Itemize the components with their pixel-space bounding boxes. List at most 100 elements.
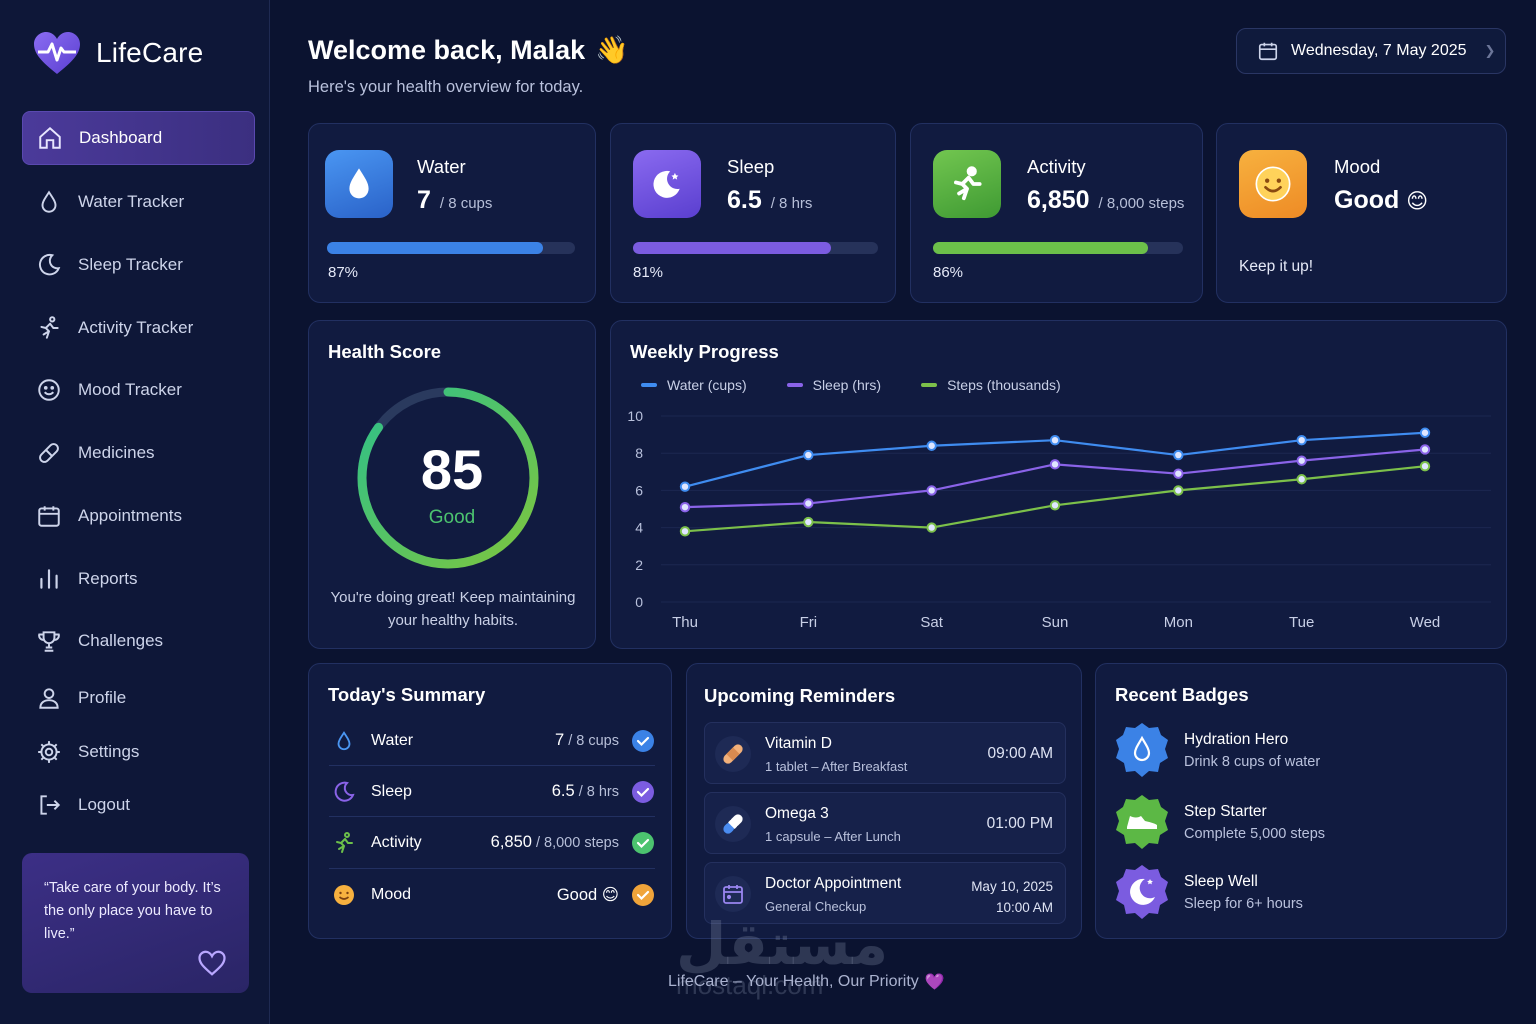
date-picker[interactable]: Wednesday, 7 May 2025 ❯	[1236, 28, 1506, 74]
check-icon	[632, 883, 654, 906]
x-tick-label: Wed	[1410, 614, 1441, 631]
gear-icon	[38, 741, 60, 763]
badge-item[interactable]: Hydration Hero Drink 8 cups of water	[1114, 721, 1320, 779]
moon-icon	[329, 780, 359, 804]
card-title: Weekly Progress	[630, 341, 779, 362]
sidebar-item-label: Sleep Tracker	[78, 255, 183, 274]
reminder-item[interactable]: Doctor Appointment General Checkup May 1…	[704, 862, 1066, 924]
sidebar-item-dashboard[interactable]: Dashboard	[22, 111, 255, 165]
stat-label: Activity	[1027, 156, 1086, 177]
sidebar-item-challenges[interactable]: Challenges	[22, 614, 255, 668]
data-point	[926, 522, 937, 533]
badge-item[interactable]: Sleep Well Sleep for 6+ hours	[1114, 863, 1303, 921]
health-score-ring	[357, 387, 539, 569]
activity-card[interactable]: Activity 6,850 / 8,000 steps 86%	[910, 123, 1203, 303]
data-point	[1049, 459, 1061, 470]
sidebar-item-activity-tracker[interactable]: Activity Tracker	[22, 301, 255, 355]
sidebar-item-reports[interactable]: Reports	[22, 552, 255, 606]
calendar-icon	[38, 506, 60, 527]
health-score-arc	[357, 387, 539, 569]
stat-percent: 81%	[633, 264, 664, 281]
data-point	[803, 498, 814, 509]
smile-icon	[1239, 150, 1307, 218]
x-tick-label: Thu	[672, 614, 698, 631]
mood-note: Keep it up!	[1239, 258, 1314, 275]
x-tick-label: Sun	[1042, 614, 1069, 631]
weekly-progress-card: Weekly Progress Water (cups) Sleep (hrs)…	[610, 320, 1507, 649]
legend-item-water[interactable]: Water (cups)	[641, 377, 747, 393]
data-point	[926, 485, 937, 496]
reminder-item[interactable]: Vitamin D 1 tablet – After Breakfast 09:…	[704, 722, 1066, 784]
card-title: Today's Summary	[328, 684, 486, 705]
check-icon	[632, 780, 654, 803]
stat-label: Mood	[1334, 156, 1381, 177]
pill-icon	[39, 443, 59, 463]
sleep-badge-icon	[1116, 865, 1168, 919]
weekly-line-chart: 0 2 4 6 8 10 Thu Fri Sat Sun Mon Tue Wed	[627, 408, 1491, 631]
summary-row-water[interactable]: Water 7 / 8 cups	[329, 715, 655, 766]
app-logo[interactable]: LifeCare	[32, 30, 203, 76]
calendar-icon	[715, 876, 751, 912]
sidebar-item-label: Water Tracker	[78, 192, 185, 211]
summary-row-sleep[interactable]: Sleep 6.5 / 8 hrs	[329, 766, 655, 817]
y-tick-label: 8	[635, 445, 643, 461]
sidebar-item-settings[interactable]: Settings	[22, 725, 255, 779]
card-title: Upcoming Reminders	[704, 685, 896, 706]
sidebar-item-medicines[interactable]: Medicines	[22, 426, 255, 480]
welcome-text: Welcome back, Malak	[308, 34, 586, 65]
x-tick-label: Fri	[800, 614, 818, 631]
card-title: Recent Badges	[1115, 684, 1249, 705]
heart-icon[interactable]	[197, 949, 227, 977]
data-point	[1296, 474, 1307, 485]
badge-item[interactable]: Step Starter Complete 5,000 steps	[1114, 793, 1325, 851]
health-score-card: Health Score 85 Good You're doing great!…	[308, 320, 596, 649]
shoe-badge-icon	[1116, 795, 1168, 849]
heart-emoji: 💜	[924, 974, 945, 991]
sleep-card[interactable]: Sleep 6.5 / 8 hrs 81%	[610, 123, 896, 303]
summary-row-activity[interactable]: Activity 6,850 / 8,000 steps	[329, 817, 655, 868]
divider	[329, 765, 655, 766]
y-tick-label: 0	[635, 594, 643, 610]
watermark-url: mostaql.com	[676, 970, 824, 1000]
water-card[interactable]: Water 7 / 8 cups 87%	[308, 123, 596, 303]
stat-label: Sleep	[727, 156, 775, 177]
legend-item-steps[interactable]: Steps (thousands)	[921, 377, 1061, 393]
data-point	[803, 516, 814, 528]
sidebar-item-logout[interactable]: Logout	[22, 778, 255, 832]
data-point	[803, 449, 814, 461]
reminder-item[interactable]: Omega 3 1 capsule – After Lunch 01:00 PM	[704, 792, 1066, 854]
sidebar-item-label: Challenges	[78, 631, 164, 650]
quote-text: “Take care of your body. It’s the only p…	[44, 880, 221, 942]
water-progress-fill	[327, 242, 543, 254]
sidebar-item-sleep-tracker[interactable]: Sleep Tracker	[22, 238, 255, 292]
quote-card: “Take care of your body. It’s the only p…	[22, 853, 249, 993]
data-point	[1173, 485, 1184, 496]
sidebar-item-water-tracker[interactable]: Water Tracker	[22, 175, 255, 229]
sidebar-item-profile[interactable]: Profile	[22, 671, 255, 725]
sleep-progress-bar	[633, 242, 878, 254]
runner-icon	[329, 831, 359, 855]
sidebar-item-mood-tracker[interactable]: Mood Tracker	[22, 363, 255, 417]
health-score-value: 85	[420, 438, 484, 501]
x-tick-label: Sat	[920, 614, 943, 631]
moon-star-icon	[633, 150, 701, 218]
sidebar: LifeCare Dashboard Water Tracker Sleep T…	[0, 0, 270, 1024]
sidebar-item-appointments[interactable]: Appointments	[22, 489, 255, 543]
sleep-progress-fill	[633, 242, 832, 254]
legend-item-sleep[interactable]: Sleep (hrs)	[786, 377, 881, 393]
data-point	[679, 526, 691, 537]
check-icon	[632, 729, 654, 752]
data-point	[1049, 500, 1061, 511]
y-tick-label: 10	[627, 408, 643, 424]
mood-emoji: 😊	[1406, 190, 1429, 213]
data-point	[926, 440, 937, 451]
stat-percent: 86%	[933, 264, 964, 281]
y-tick-label: 2	[635, 557, 643, 573]
series-line	[684, 465, 1426, 533]
mood-card[interactable]: Mood Good 😊 Keep it up!	[1216, 123, 1507, 303]
user-icon	[39, 688, 59, 709]
footer: LifeCare – Your Health, Our Priority 💜	[668, 972, 945, 992]
sidebar-item-label: Dashboard	[79, 128, 163, 147]
chart-legend: Water (cups) Sleep (hrs) Steps (thousand…	[641, 377, 1061, 393]
summary-row-mood[interactable]: Mood Good 😊	[329, 869, 655, 920]
